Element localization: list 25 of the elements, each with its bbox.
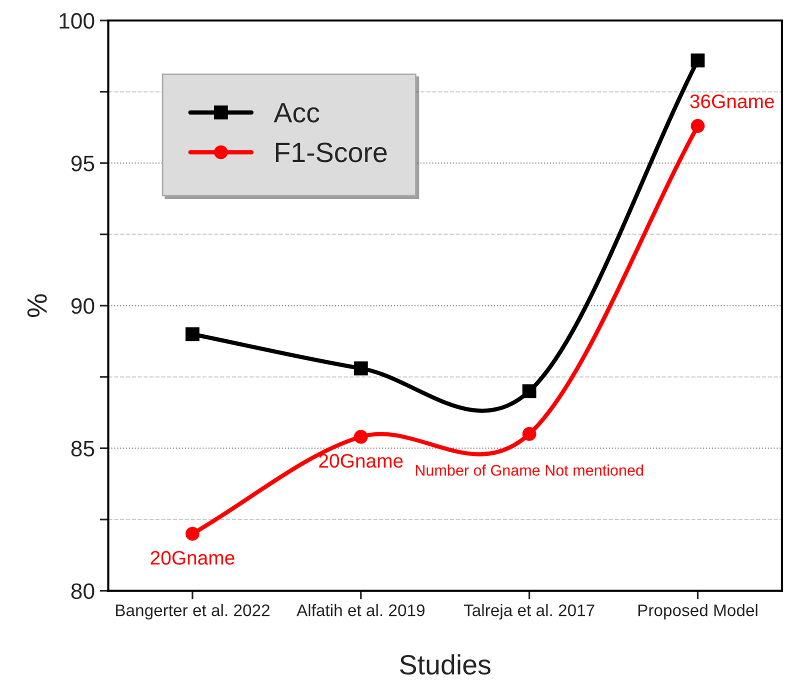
x-tick-label: Talreja et al. 2017 [464,604,594,620]
x-tick-label: Proposed Model [638,604,758,620]
annotation: 20Gname [150,550,234,565]
y-tick-label: 95 [71,156,94,172]
point [690,53,705,68]
legend-label: F1-Score [276,142,387,162]
x-axis-title: Studies [400,654,490,675]
point [186,327,200,342]
y-tick-label: 80 [71,583,94,600]
legend-label: Acc [274,103,320,122]
point [522,427,536,441]
point [186,526,200,541]
point [354,430,368,444]
y-axis-title: % [27,294,47,318]
point [690,119,705,133]
y-tick-label: 100 [60,13,94,29]
x-tick-label: Bangerter et al. 2022 [116,604,270,620]
y-tick-label: 85 [71,440,94,456]
annotation: Number of Gname Not mentioned [416,464,643,476]
y-tick-label: 90 [71,298,94,314]
x-tick-label: Alfatih et al. 2019 [296,604,425,616]
annotation: 20Gname [319,454,403,468]
annotation: 36Gname [690,94,774,108]
point [354,361,368,376]
point [522,384,536,398]
